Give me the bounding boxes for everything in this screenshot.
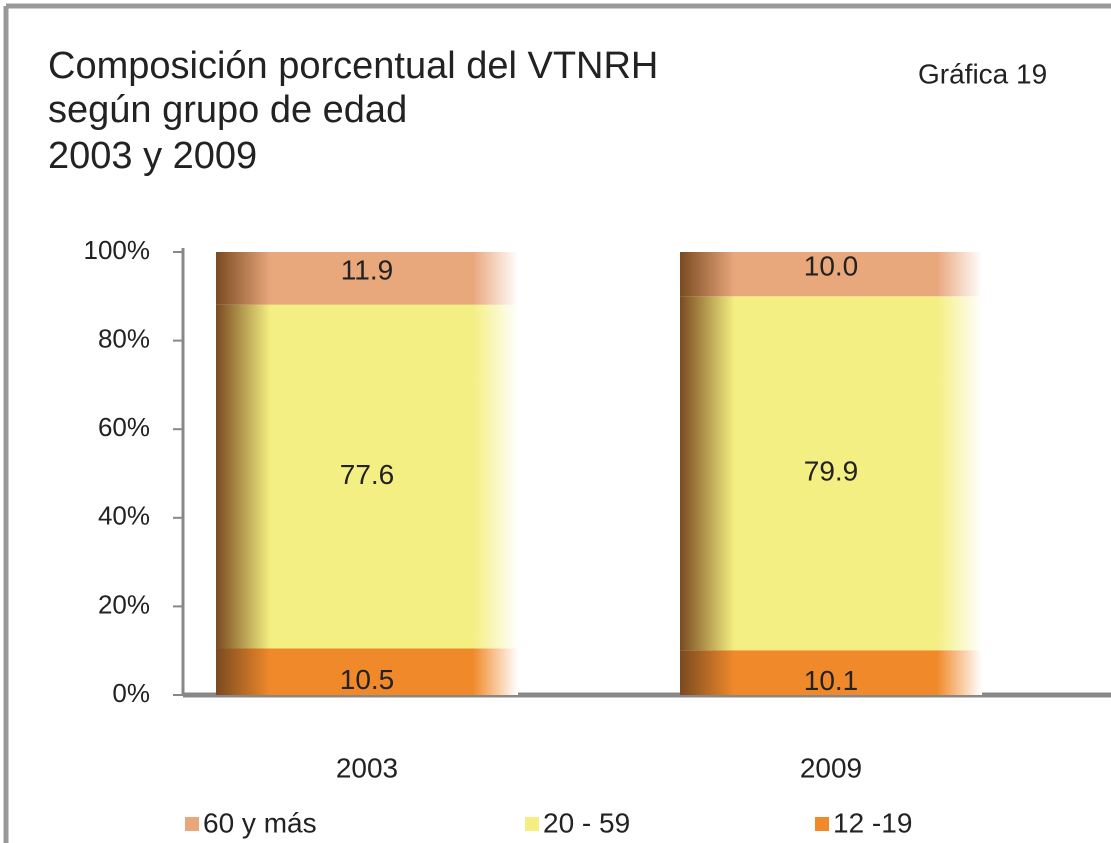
- data-label: 79.9: [804, 456, 859, 487]
- legend-swatch: [525, 817, 539, 831]
- bar-segment: [216, 252, 518, 305]
- chart-title: Composición porcentual del VTNRH: [48, 45, 658, 87]
- legend-swatch: [815, 817, 829, 831]
- data-label: 10.5: [340, 664, 395, 695]
- y-tick-label: 60%: [98, 412, 150, 442]
- legend-swatch: [185, 817, 199, 831]
- bar-segment: [680, 296, 982, 651]
- y-tick-label: 100%: [84, 235, 151, 265]
- x-tick-label: 2003: [336, 752, 398, 783]
- data-label: 10.1: [804, 665, 859, 696]
- y-tick-label: 40%: [98, 501, 150, 531]
- legend-label: 60 y más: [203, 807, 317, 838]
- data-label: 11.9: [341, 255, 393, 286]
- legend-label: 12 -19: [833, 807, 912, 838]
- legend-label: 20 - 59: [543, 807, 630, 838]
- y-tick-label: 20%: [98, 589, 150, 619]
- data-label: 77.6: [340, 459, 395, 490]
- chart-title: según grupo de edad: [48, 89, 407, 131]
- bar-segment: [680, 650, 982, 695]
- bar-segment: [216, 304, 518, 649]
- bar-segment: [680, 252, 982, 297]
- annotation: Gráfica 19: [918, 58, 1047, 89]
- chart-title: 2003 y 2009: [48, 135, 257, 177]
- y-tick-label: 0%: [112, 678, 150, 708]
- x-tick-label: 2009: [800, 752, 862, 783]
- bar-segment: [216, 648, 518, 695]
- y-tick-label: 80%: [98, 323, 150, 353]
- data-label: 10.0: [804, 251, 859, 282]
